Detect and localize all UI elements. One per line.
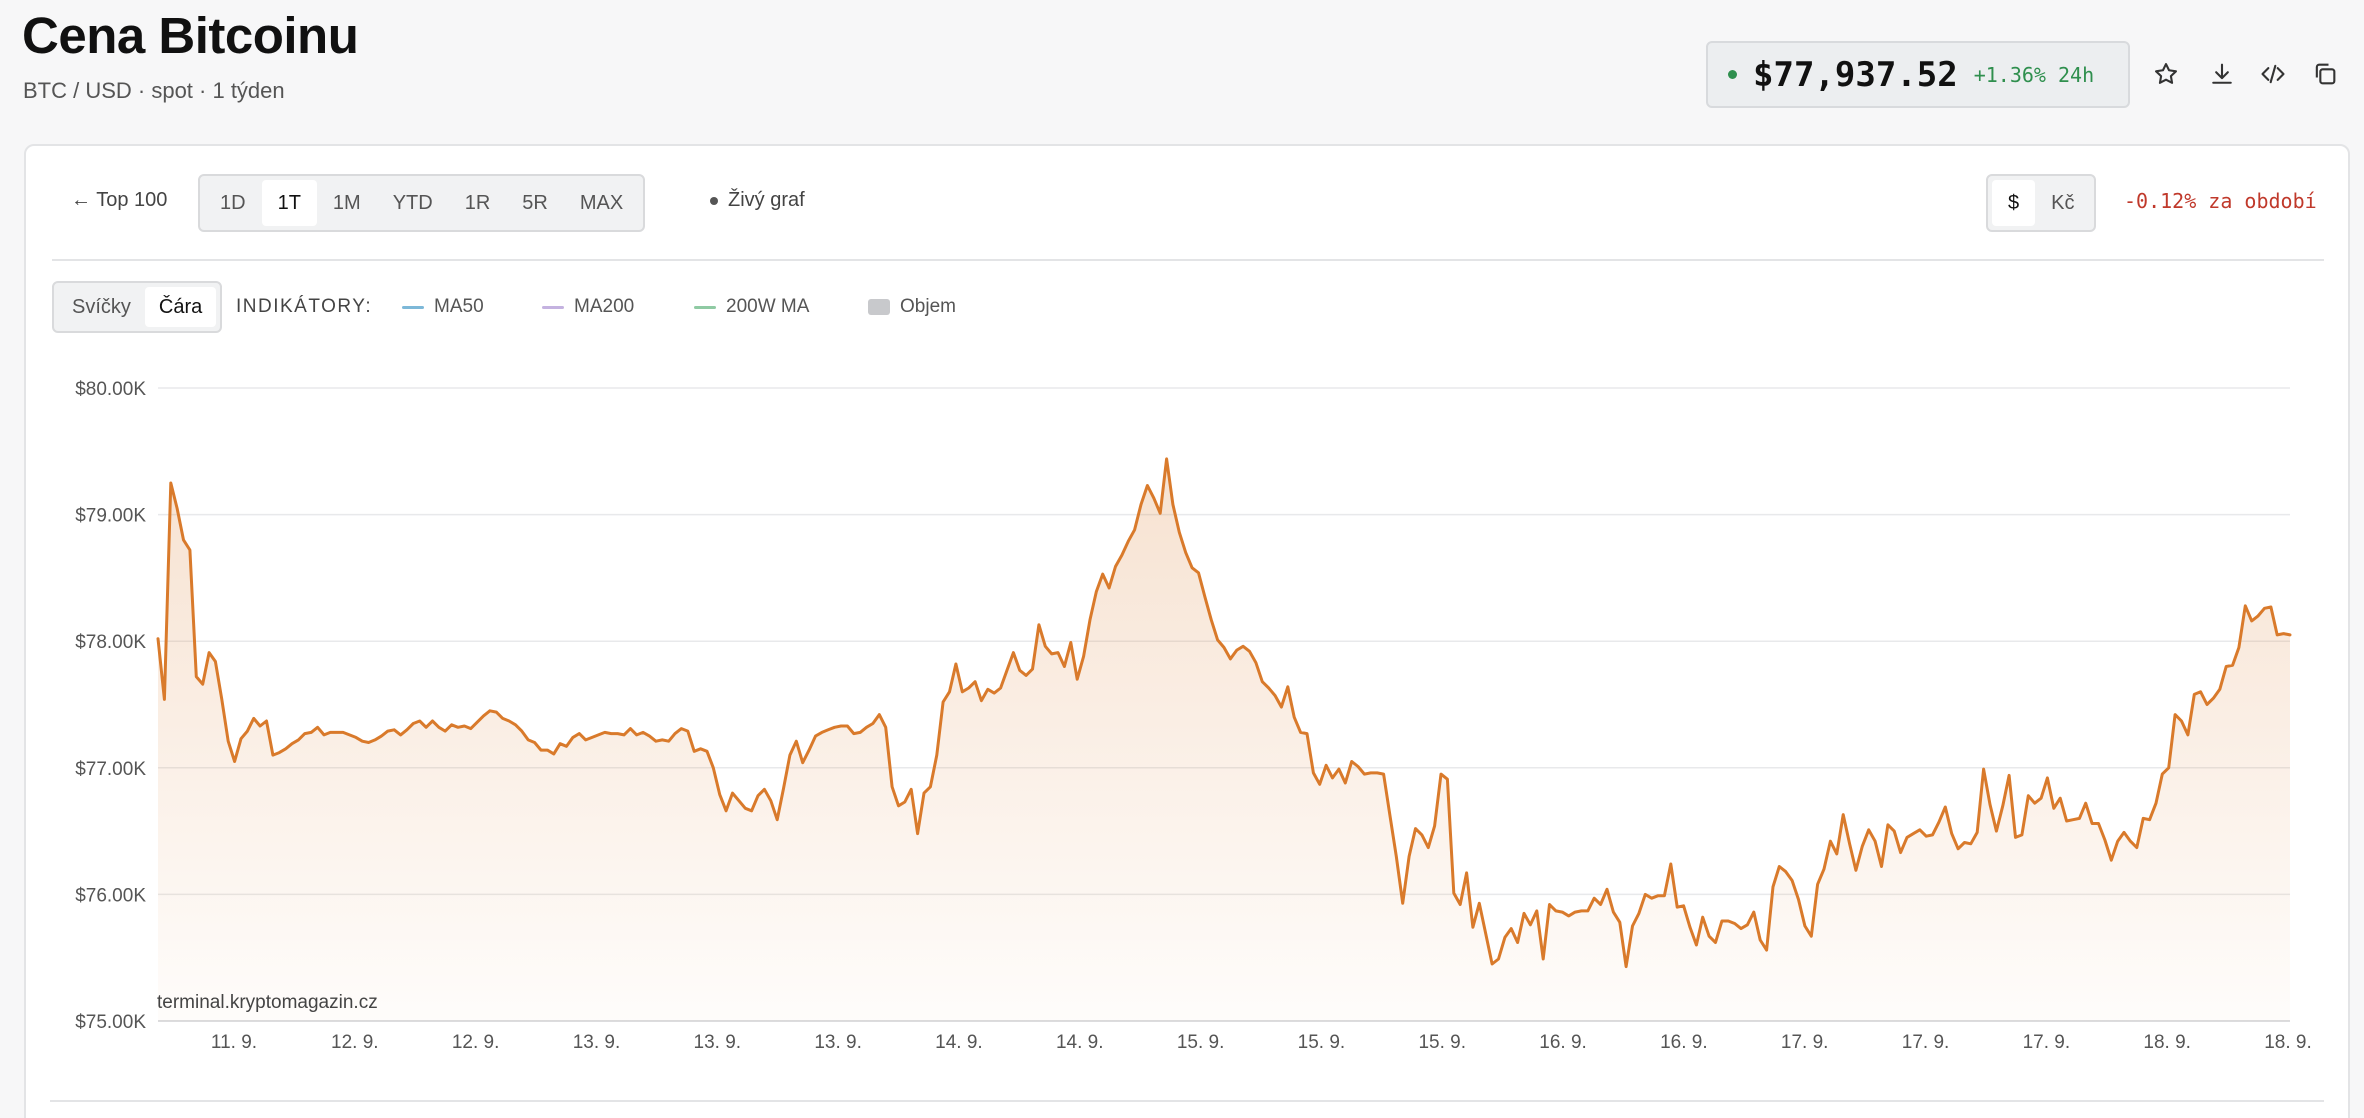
indicator-swatch-icon (868, 299, 890, 315)
x-tick-label: 13. 9. (694, 1032, 742, 1053)
x-tick-label: 16. 9. (1539, 1032, 1587, 1053)
indicator-toggle-0[interactable]: MA50 (402, 296, 484, 318)
y-tick-label: $75.00K (75, 1012, 146, 1033)
x-tick-label: 13. 9. (814, 1032, 862, 1053)
x-tick-label: 14. 9. (935, 1032, 983, 1053)
chart-mode-button-1[interactable]: Čára (144, 287, 217, 327)
x-tick-label: 15. 9. (1418, 1032, 1466, 1053)
x-tick-label: 18. 9. (2264, 1032, 2312, 1053)
period-button-4[interactable]: 1R (464, 191, 491, 214)
x-tick-label: 18. 9. (2143, 1032, 2191, 1053)
indicator-swatch-icon (694, 305, 716, 309)
indicator-toggle-1[interactable]: MA200 (542, 296, 634, 318)
chart-bottom-divider (50, 1100, 2324, 1102)
period-selector: 1D 1T 1M YTD 1R 5R MAX (198, 174, 646, 232)
price-change-24h: +1.36% 24h (1973, 62, 2095, 87)
x-tick-label: 12. 9. (452, 1032, 500, 1053)
x-tick-label: 16. 9. (1660, 1032, 1708, 1053)
x-tick-label: 17. 9. (2023, 1032, 2071, 1053)
chart-mode-button-0[interactable]: Svíčky (72, 295, 131, 318)
period-button-2[interactable]: 1M (332, 191, 361, 214)
download-icon[interactable] (2206, 58, 2238, 90)
period-button-0[interactable]: 1D (220, 191, 246, 214)
indicator-toggle-3[interactable]: Objem (868, 296, 956, 318)
x-tick-label: 15. 9. (1298, 1032, 1346, 1053)
y-tick-label: $77.00K (75, 759, 146, 780)
live-chart-label: Živý graf (728, 189, 805, 211)
x-tick-label: 15. 9. (1177, 1032, 1225, 1053)
period-button-5[interactable]: 5R (522, 191, 548, 214)
page-title: Cena Bitcoinu (22, 7, 359, 64)
x-tick-label: 12. 9. (331, 1032, 379, 1053)
currency-button-0[interactable]: $ (1992, 180, 2036, 226)
indicator-label: MA50 (434, 296, 484, 317)
currency-selector: $ Kč (1986, 174, 2097, 232)
price-area (158, 458, 2290, 1021)
x-tick-label: 17. 9. (1781, 1032, 1829, 1053)
indicator-label: 200W MA (726, 296, 810, 317)
back-to-top100-link[interactable]: ← Top 100 (71, 189, 168, 211)
star-icon[interactable] (2150, 58, 2182, 90)
y-tick-label: $80.00K (75, 379, 146, 400)
y-tick-label: $79.00K (75, 506, 146, 527)
price-line (156, 457, 2292, 969)
price-badge: $77,937.52 +1.36% 24h (1706, 41, 2130, 108)
period-button-6[interactable]: MAX (579, 191, 624, 214)
y-tick-label: $78.00K (75, 632, 146, 653)
indicator-swatch-icon (542, 305, 564, 309)
live-dot-icon (710, 196, 718, 205)
period-change: -0.12% za období (2124, 189, 2317, 213)
indicator-toggle-2[interactable]: 200W MA (694, 296, 809, 318)
period-button-3[interactable]: YTD (392, 191, 433, 214)
indicators-label: INDIKÁTORY: (236, 296, 373, 317)
x-tick-label: 17. 9. (1902, 1032, 1950, 1053)
current-price: $77,937.52 (1753, 54, 1958, 95)
toolbar-divider (52, 259, 2324, 261)
copy-icon[interactable] (2309, 58, 2341, 90)
x-tick-label: 13. 9. (573, 1032, 621, 1053)
x-tick-label: 14. 9. (1056, 1032, 1104, 1053)
y-tick-label: $76.00K (75, 885, 146, 906)
code-icon[interactable] (2257, 58, 2289, 90)
chart-mode-selector: Svíčky Čára (52, 281, 223, 333)
x-tick-label: 11. 9. (211, 1032, 257, 1053)
currency-button-1[interactable]: Kč (2051, 191, 2075, 214)
indicator-label: MA200 (574, 296, 635, 317)
period-button-1[interactable]: 1T (261, 180, 317, 226)
indicator-label: Objem (900, 296, 956, 317)
page-subtitle: BTC / USD · spot · 1 týden (23, 78, 285, 103)
live-chart-link[interactable]: Živý graf (710, 189, 805, 212)
watermark: terminal.kryptomagazin.cz (157, 992, 378, 1013)
live-status-dot (1728, 70, 1737, 79)
indicator-swatch-icon (402, 305, 424, 309)
